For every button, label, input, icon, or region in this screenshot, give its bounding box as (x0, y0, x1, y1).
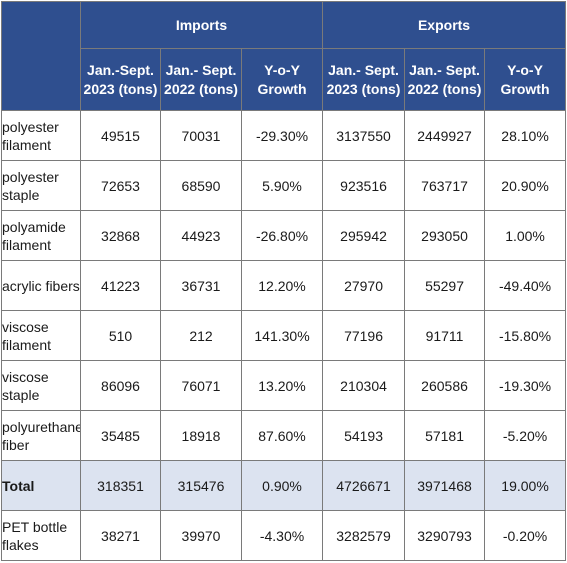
row-label: polyurethane fiber (1, 410, 81, 461)
table-cell: 1.00% (484, 210, 567, 261)
row-label: PET bottle flakes (1, 510, 81, 561)
column-header: Y-o-Y Growth (240, 48, 324, 111)
table-cell: 763717 (404, 160, 486, 211)
table-cell: 35485 (80, 410, 161, 461)
row-label: polyester staple (1, 160, 81, 211)
table-cell: 70031 (160, 110, 242, 161)
table-cell: 12.20% (240, 260, 324, 311)
row-label: viscose staple (1, 360, 81, 411)
imports-group-header: Imports (79, 1, 324, 49)
row-label: acrylic fibers (1, 260, 81, 311)
table-cell: 318351 (80, 460, 161, 511)
table-row: polyester filament 49515 70031 -29.30% 31375… (1, 110, 567, 161)
total-row: Total 318351 315476 0.90% 4726671 3971468 19.0… (1, 460, 567, 511)
table-cell: 77196 (322, 310, 406, 361)
table-row: polyamide filament 32868 44923 -26.80% 29594… (1, 210, 567, 261)
table-cell: 91711 (404, 310, 486, 361)
table-cell: 3137550 (322, 110, 406, 161)
row-label: polyester filament (1, 110, 81, 161)
column-header: Jan.- Sept. 2022 (tons) (160, 48, 242, 111)
table-cell: 41223 (80, 260, 161, 311)
table-cell: -49.40% (484, 260, 567, 311)
table-cell: 923516 (322, 160, 406, 211)
table-cell: 2449927 (404, 110, 486, 161)
table-cell: 3282579 (322, 510, 406, 561)
table-cell: 141.30% (240, 310, 324, 361)
table-cell: 18918 (160, 410, 242, 461)
table-cell: 54193 (322, 410, 406, 461)
table-cell: 28.10% (484, 110, 567, 161)
table-cell: -26.80% (240, 210, 324, 261)
row-label: polyamide filament (1, 210, 81, 261)
table-cell: -19.30% (484, 360, 567, 411)
table-cell: 0.90% (240, 460, 324, 511)
table-cell: 210304 (322, 360, 406, 411)
table-cell: 76071 (160, 360, 242, 411)
table-cell: 3290793 (404, 510, 486, 561)
table-cell: 86096 (80, 360, 161, 411)
table-cell: 68590 (160, 160, 242, 211)
table-cell: 13.20% (240, 360, 324, 411)
table-cell: 87.60% (240, 410, 324, 461)
table-cell: 36731 (160, 260, 242, 311)
table-cell: 49515 (80, 110, 161, 161)
table-cell: 212 (160, 310, 242, 361)
table-cell: -0.20% (484, 510, 567, 561)
table-cell: -4.30% (240, 510, 324, 561)
table-cell: 27970 (322, 260, 406, 311)
table-cell: 55297 (404, 260, 486, 311)
exports-group-header: Exports (322, 1, 567, 49)
table-cell: 38271 (80, 510, 161, 561)
table-cell: 57181 (404, 410, 486, 461)
table-cell: 3971468 (404, 460, 486, 511)
table-row: acrylic fibers 41223 36731 12.20% 27970 55297… (1, 260, 567, 311)
row-label: viscose filament (1, 310, 81, 361)
table-cell: 20.90% (484, 160, 567, 211)
table-cell: 315476 (160, 460, 242, 511)
table-row: polyurethane fiber 35485 18918 87.60% 54193 5… (1, 410, 567, 461)
table-cell: 5.90% (240, 160, 324, 211)
table-row: PET bottle flakes 38271 39970 -4.30% 3282579… (1, 510, 567, 561)
table-cell: 72653 (80, 160, 161, 211)
table-row: polyester staple 72653 68590 5.90% 923516 763… (1, 160, 567, 211)
table-body: polyester filament 49515 70031 -29.30% 31375… (1, 110, 567, 561)
corner-header-cell (1, 1, 81, 111)
table-cell: 19.00% (484, 460, 567, 511)
table-cell: 260586 (404, 360, 486, 411)
column-header: Jan.-Sept. 2023 (tons) (80, 48, 161, 111)
table-cell: 4726671 (322, 460, 406, 511)
table-cell: 32868 (80, 210, 161, 261)
row-label: Total (1, 460, 81, 511)
table-cell: 510 (80, 310, 161, 361)
column-header: Y-o-Y Growth (484, 48, 567, 111)
table-cell: 293050 (404, 210, 486, 261)
table-cell: 39970 (160, 510, 242, 561)
column-header: Jan.- Sept. 2023 (tons) (322, 48, 406, 111)
column-header: Jan.- Sept. 2022 (tons) (404, 48, 486, 111)
table-cell: 44923 (160, 210, 242, 261)
table-cell: -5.20% (484, 410, 567, 461)
table-row: viscose filament 510 212 141.30% 77196 91711-… (1, 310, 567, 361)
table-cell: 295942 (322, 210, 406, 261)
table-cell: -15.80% (484, 310, 567, 361)
table-cell: -29.30% (240, 110, 324, 161)
table-row: viscose staple 86096 76071 13.20% 210304 2605… (1, 360, 567, 411)
